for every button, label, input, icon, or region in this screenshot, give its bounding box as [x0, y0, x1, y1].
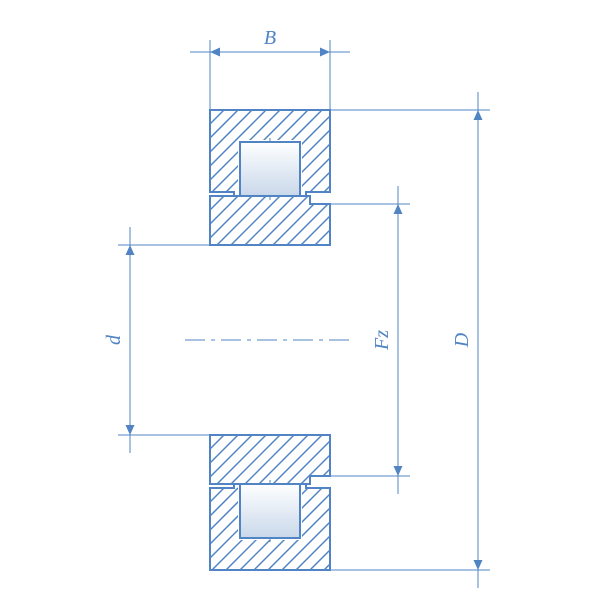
dim-label-Fz: Fz [371, 330, 393, 351]
dim-label-D: D [451, 332, 473, 348]
dim-label-B: B [264, 27, 276, 49]
dim-label-d: d [103, 334, 125, 345]
